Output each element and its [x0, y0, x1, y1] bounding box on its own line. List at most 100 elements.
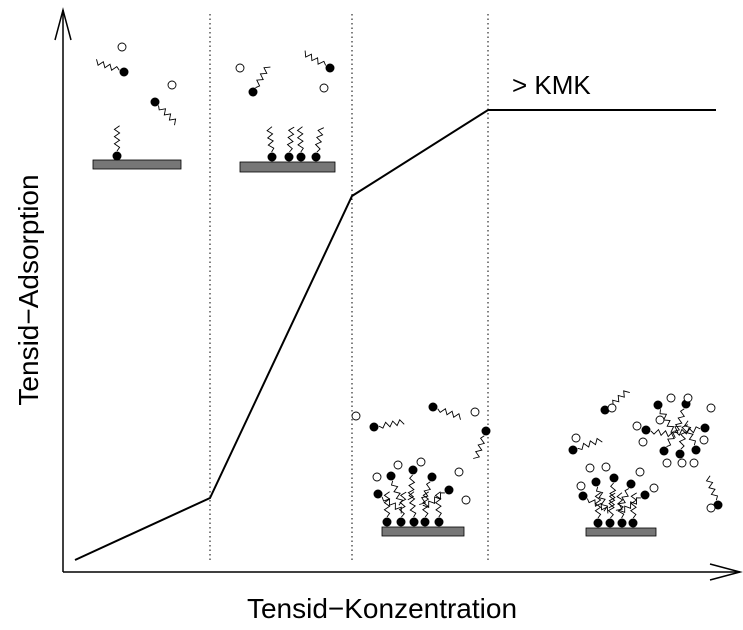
counter-ion	[235, 63, 245, 73]
surfactant-head	[641, 425, 651, 435]
x-axis-label: Tensid−Konzentration	[247, 593, 517, 624]
counter-ion	[666, 393, 676, 403]
surfactant-head	[428, 402, 438, 412]
surfactant-tail	[608, 482, 617, 509]
surfactant-head	[296, 152, 306, 162]
surfactant-head	[373, 489, 383, 499]
counter-ion	[454, 467, 464, 477]
surfactant-head	[626, 479, 636, 489]
surfactant-head	[382, 517, 392, 527]
surfactant-head	[119, 67, 129, 77]
counter-ion	[662, 458, 672, 468]
counter-ion	[635, 467, 645, 477]
surfactant-tail	[422, 492, 445, 509]
surfactant-head	[311, 152, 321, 162]
surfactant-tail	[473, 435, 486, 459]
surfactant-head	[369, 422, 379, 432]
counter-ion	[601, 462, 611, 472]
surfactant-head	[675, 449, 685, 459]
substrate	[585, 527, 657, 537]
surfactant-tail	[615, 488, 630, 511]
surfactant-head	[325, 63, 335, 73]
surfactant-tail	[683, 420, 697, 446]
counter-ion	[699, 435, 709, 445]
surfactant-head	[409, 517, 419, 527]
surfactant-tail	[390, 480, 404, 506]
surfactant-head	[248, 87, 258, 97]
surfactant-head	[568, 445, 578, 455]
surfactant-head	[640, 490, 650, 500]
surfactant-head	[609, 473, 619, 483]
counter-ion	[607, 403, 617, 413]
y-axis-arrow	[54, 7, 72, 41]
surfactant-head	[691, 445, 701, 455]
counter-ion	[576, 481, 586, 491]
surfactant-head	[284, 152, 294, 162]
counter-ion	[167, 80, 177, 90]
surfactant-head	[481, 426, 491, 436]
surfactant-tail	[595, 486, 609, 512]
counter-ion	[683, 393, 693, 403]
substrate	[92, 159, 182, 170]
counter-ion	[655, 415, 665, 425]
surfactant-tail	[577, 437, 603, 451]
surfactant-tail	[296, 126, 304, 153]
surfactant-tail	[618, 497, 641, 514]
surfactant-head	[628, 518, 638, 528]
surfactant-head	[659, 446, 669, 456]
surfactant-head	[605, 518, 615, 528]
annotation: > KMK	[512, 70, 591, 100]
counter-ion	[372, 472, 382, 482]
substrate	[381, 526, 465, 537]
counter-ion	[470, 407, 480, 417]
counter-ion	[416, 457, 426, 467]
surfactant-head	[427, 472, 437, 482]
surfactant-head	[713, 500, 723, 510]
surfactant-tail	[659, 409, 675, 433]
counter-ion	[571, 433, 581, 443]
surfactant-head	[653, 400, 663, 410]
surfactant-head	[700, 423, 710, 433]
surfactant-head	[578, 491, 588, 501]
counter-ion	[638, 437, 648, 447]
surfactant-head	[600, 405, 610, 415]
surfactant-tail	[673, 408, 686, 432]
counter-ion	[706, 403, 716, 413]
surfactant-tail	[96, 59, 120, 72]
counter-ion	[689, 458, 699, 468]
surfactant-head	[591, 477, 601, 487]
surfactant-head	[617, 518, 627, 528]
surfactant-head	[386, 471, 396, 481]
surfactant-tail	[408, 491, 417, 518]
surfactant-head	[593, 518, 603, 528]
surfactant-tail	[586, 498, 609, 514]
surfactant-tail	[158, 105, 177, 126]
surfactant-tail	[255, 66, 271, 89]
surfactant-tail	[383, 491, 391, 518]
surfactant-tail	[666, 425, 682, 448]
surfactant-head	[434, 517, 444, 527]
surfactant-tail	[419, 481, 432, 505]
counter-ion	[706, 503, 716, 513]
surfactant-tail	[607, 492, 616, 519]
surfactant-tail	[286, 126, 295, 153]
surfactant-tail	[422, 491, 430, 518]
surfactant-tail	[678, 424, 688, 450]
surfactant-tail	[616, 492, 625, 519]
surfactant-tail	[314, 127, 324, 153]
surfactant-tail	[381, 496, 402, 514]
surfactant-head	[267, 152, 277, 162]
counter-ion	[461, 495, 471, 505]
counter-ion	[319, 83, 329, 93]
surfactant-tail	[398, 491, 407, 518]
x-axis-arrow	[709, 563, 743, 581]
counter-ion	[351, 411, 361, 421]
surfactant-tail	[304, 50, 327, 66]
counter-ion	[393, 460, 403, 470]
substrate	[239, 161, 336, 173]
surfactant-tail	[266, 126, 275, 153]
counter-ion	[649, 483, 659, 493]
surfactant-head	[112, 151, 122, 161]
